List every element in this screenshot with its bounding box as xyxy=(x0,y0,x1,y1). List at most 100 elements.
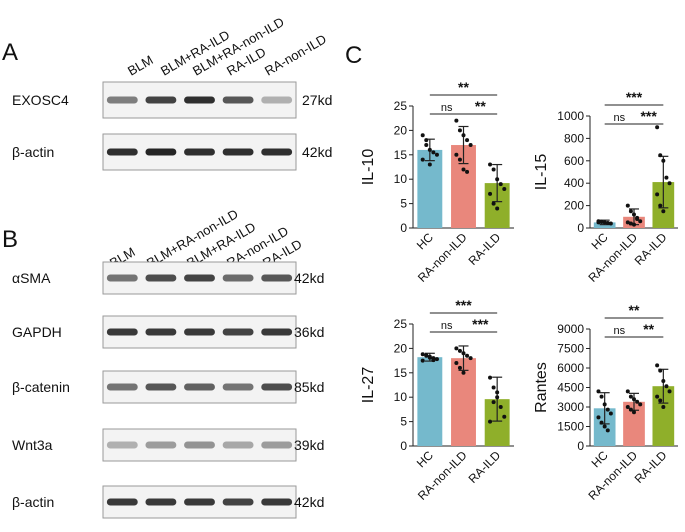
data-point xyxy=(454,361,459,366)
data-point xyxy=(655,394,660,399)
data-point xyxy=(495,390,500,395)
data-point xyxy=(625,389,630,394)
significance-label: *** xyxy=(640,108,657,124)
data-point xyxy=(628,221,633,226)
blot-band xyxy=(145,383,177,391)
blot-name-label: αSMA xyxy=(12,270,51,286)
data-point xyxy=(498,182,503,187)
data-point xyxy=(491,400,496,405)
data-point xyxy=(424,138,429,143)
blot-name-label: EXOSC4 xyxy=(12,92,69,108)
data-point xyxy=(488,191,493,196)
data-point xyxy=(632,397,636,402)
data-point xyxy=(605,220,610,225)
data-point xyxy=(457,348,462,353)
data-point xyxy=(632,410,636,415)
blot-band xyxy=(106,148,138,156)
blot-band xyxy=(222,328,254,336)
panel-label-b: B xyxy=(2,226,18,253)
blot-size-label: 42kd xyxy=(294,270,324,286)
data-point xyxy=(457,365,462,370)
data-point xyxy=(461,351,466,356)
western-blot-panel-a: BLM BLM+RA-ILDBLM+RA-non-ILDRA-ILDRA-non-… xyxy=(12,14,332,171)
data-point xyxy=(599,394,604,399)
x-tick-label: HC xyxy=(414,448,436,470)
x-tick-label: HC xyxy=(589,230,611,252)
data-point xyxy=(661,158,666,163)
y-tick-label: 0 xyxy=(577,221,584,235)
blot-band xyxy=(145,441,177,449)
y-tick-label: 9000 xyxy=(557,322,584,336)
data-point xyxy=(655,363,660,368)
data-point xyxy=(667,389,672,394)
data-point xyxy=(608,221,613,226)
y-tick-label: 20 xyxy=(394,123,408,137)
data-point xyxy=(628,209,633,214)
blot-band xyxy=(184,274,215,282)
data-point xyxy=(488,375,493,380)
data-point xyxy=(664,175,669,180)
blot-band xyxy=(106,96,138,104)
blot-band xyxy=(184,498,215,506)
data-point xyxy=(491,201,496,206)
data-point xyxy=(420,358,425,363)
data-point xyxy=(465,353,470,358)
blot-band xyxy=(261,148,293,156)
blot-band xyxy=(261,441,293,449)
blot-band xyxy=(222,96,254,104)
blot-band xyxy=(261,498,293,506)
data-point xyxy=(420,133,425,138)
x-tick-label: RA-ILD xyxy=(632,230,670,268)
data-point xyxy=(424,143,429,148)
y-tick-label: 0 xyxy=(400,221,407,235)
y-tick-label: 5 xyxy=(400,197,407,211)
y-tick-label: 7500 xyxy=(557,342,584,356)
data-point xyxy=(655,192,660,197)
data-point xyxy=(658,203,663,208)
blot-band xyxy=(106,498,138,506)
data-point xyxy=(495,395,500,400)
y-axis-label: Rantes xyxy=(533,362,550,413)
data-point xyxy=(461,370,466,375)
data-point xyxy=(427,162,432,167)
y-tick-label: 6000 xyxy=(557,361,584,375)
data-point xyxy=(431,150,436,155)
blot-band xyxy=(106,328,138,336)
data-point xyxy=(596,389,601,394)
data-point xyxy=(632,222,636,227)
y-tick-label: 10 xyxy=(394,172,408,186)
significance-label: ns xyxy=(614,112,626,124)
blot-band xyxy=(222,383,254,391)
blot-band xyxy=(184,148,215,156)
data-point xyxy=(434,152,439,157)
bar-chart-4: 0150030004500600075009000RantesHCRA-non-… xyxy=(533,302,678,503)
significance-label: ** xyxy=(629,302,640,318)
data-point xyxy=(599,219,604,224)
data-point xyxy=(602,402,607,407)
y-tick-label: 0 xyxy=(577,439,584,453)
data-point xyxy=(635,399,640,404)
y-tick-label: 4500 xyxy=(557,381,584,395)
data-point xyxy=(420,157,425,162)
blot-band xyxy=(261,328,293,336)
data-point xyxy=(454,152,459,157)
significance-label: *** xyxy=(455,297,472,313)
data-point xyxy=(635,217,640,222)
data-point xyxy=(461,167,466,172)
y-tick-label: 25 xyxy=(394,317,408,331)
blot-size-label: 27kd xyxy=(302,92,332,108)
blot-band xyxy=(184,96,215,104)
y-tick-label: 25 xyxy=(394,99,408,113)
data-point xyxy=(427,147,432,152)
blot-band xyxy=(106,441,138,449)
data-point xyxy=(488,419,493,424)
data-point xyxy=(427,355,432,360)
blot-name-label: GAPDH xyxy=(12,324,62,340)
bar xyxy=(652,386,675,446)
data-point xyxy=(628,407,633,412)
y-tick-label: 15 xyxy=(394,148,408,162)
y-tick-label: 200 xyxy=(564,199,584,213)
